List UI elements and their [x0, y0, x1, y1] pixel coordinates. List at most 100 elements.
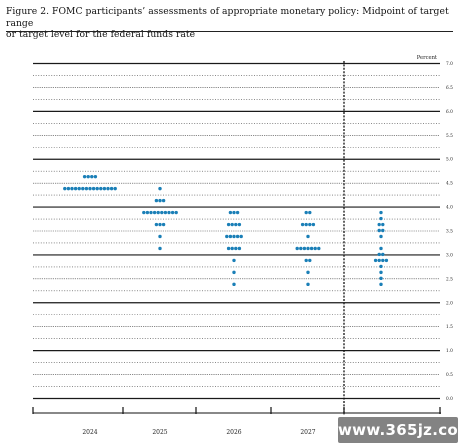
y-tick-label: 0.0	[446, 397, 453, 402]
y-tick-label: 4.0	[446, 206, 453, 211]
dot-marker	[145, 210, 150, 215]
dots	[63, 174, 389, 287]
y-tick-label: 1.5	[446, 325, 453, 330]
dot-marker	[381, 258, 385, 263]
dot-marker	[154, 198, 159, 203]
y-tick-label: 1.0	[446, 349, 453, 354]
dot-marker	[226, 246, 231, 251]
dot-marker	[232, 282, 236, 287]
dot-marker	[170, 210, 175, 215]
dot-marker	[379, 282, 383, 287]
dot-marker	[161, 198, 166, 203]
dot-marker	[379, 234, 383, 239]
dot-marker	[308, 258, 312, 263]
y-tick-label: 5.0	[446, 158, 453, 163]
dot-marker	[230, 222, 234, 227]
watermark: www.365jz.com	[338, 417, 462, 443]
dot-marker	[237, 246, 242, 251]
dot-marker	[70, 186, 74, 191]
dot-marker	[377, 228, 381, 233]
y-tick-label: 6.5	[446, 86, 453, 91]
dot-marker	[300, 222, 305, 227]
dot-marker	[225, 234, 229, 239]
caption-line-1: Figure 2. FOMC participants’ assessments…	[6, 6, 449, 29]
dot-marker	[228, 234, 233, 239]
dot-marker	[158, 234, 162, 239]
dot-marker	[304, 258, 308, 263]
dot-marker	[232, 210, 236, 215]
caption-line-2: or target level for the federal funds ra…	[6, 29, 196, 40]
dot-marker	[90, 174, 94, 179]
dot-marker	[91, 186, 96, 191]
dot-marker	[160, 210, 164, 215]
dot-marker	[86, 174, 90, 179]
dot-marker	[379, 216, 383, 221]
y-tick-label: 5.5	[446, 134, 453, 139]
dot-marker	[232, 270, 236, 275]
dot-marker	[81, 186, 85, 191]
dot-marker	[174, 210, 178, 215]
dot-marker	[66, 186, 71, 191]
dot-marker	[379, 210, 383, 215]
dot-marker	[381, 252, 385, 257]
dot-marker	[109, 186, 114, 191]
figure-caption: Figure 2. FOMC participants’ assessments…	[6, 6, 454, 41]
dot-marker	[237, 222, 242, 227]
axis-labels: 0.0 0.5 1.0 1.5 2.0 2.5 3.0 3.5 4.0 4.5 5.0 5.5 6.0 6…	[82, 55, 453, 436]
dot-marker	[308, 222, 312, 227]
y-tick-label: 3.5	[446, 230, 453, 235]
y-tick-label: 6.0	[446, 110, 453, 115]
y-tick-label: 2.0	[446, 301, 453, 306]
dot-marker	[158, 246, 162, 251]
dot-marker	[313, 246, 317, 251]
y-tick-label: 7.0	[446, 62, 453, 67]
dot-marker	[232, 258, 236, 263]
dot-marker	[377, 222, 381, 227]
dot-marker	[234, 222, 238, 227]
dot-marker	[377, 252, 381, 257]
dot-marker	[230, 246, 234, 251]
dot-marker	[302, 246, 307, 251]
dot-marker	[384, 258, 389, 263]
dot-marker	[381, 228, 385, 233]
dot-marker	[235, 210, 240, 215]
dot-marker	[99, 186, 103, 191]
dot-marker	[63, 186, 67, 191]
dot-marker	[158, 198, 162, 203]
caption-divider	[6, 31, 453, 32]
dot-marker	[239, 234, 243, 239]
y-tick-label: 2.5	[446, 277, 453, 282]
dot-marker	[149, 210, 153, 215]
dot-marker	[308, 210, 312, 215]
dot-marker	[156, 210, 160, 215]
dot-marker	[152, 210, 157, 215]
dot-marker	[158, 222, 162, 227]
dot-marker	[93, 174, 98, 179]
x-tick-label: 2025	[152, 429, 167, 436]
dot-marker	[106, 186, 110, 191]
y-tick-label: 3.0	[446, 253, 453, 258]
dot-marker	[373, 258, 378, 263]
dot-marker	[228, 210, 233, 215]
dot-marker	[381, 222, 385, 227]
dot-marker	[234, 246, 238, 251]
dot-marker	[167, 210, 171, 215]
dot-marker	[232, 234, 236, 239]
dot-marker	[311, 222, 316, 227]
dot-marker	[306, 234, 310, 239]
dot-marker	[304, 222, 308, 227]
y-tick-label: 4.5	[446, 182, 453, 187]
gridlines	[33, 62, 440, 400]
dot-marker	[304, 210, 308, 215]
dot-marker	[379, 276, 383, 281]
dot-marker	[235, 234, 240, 239]
dot-marker	[88, 186, 92, 191]
dot-marker	[163, 210, 168, 215]
x-tick-label: 2027	[300, 429, 315, 436]
dot-marker	[73, 186, 78, 191]
dot-marker	[158, 186, 162, 191]
dot-marker	[142, 210, 146, 215]
dot-marker	[77, 186, 81, 191]
dot-marker	[306, 270, 310, 275]
